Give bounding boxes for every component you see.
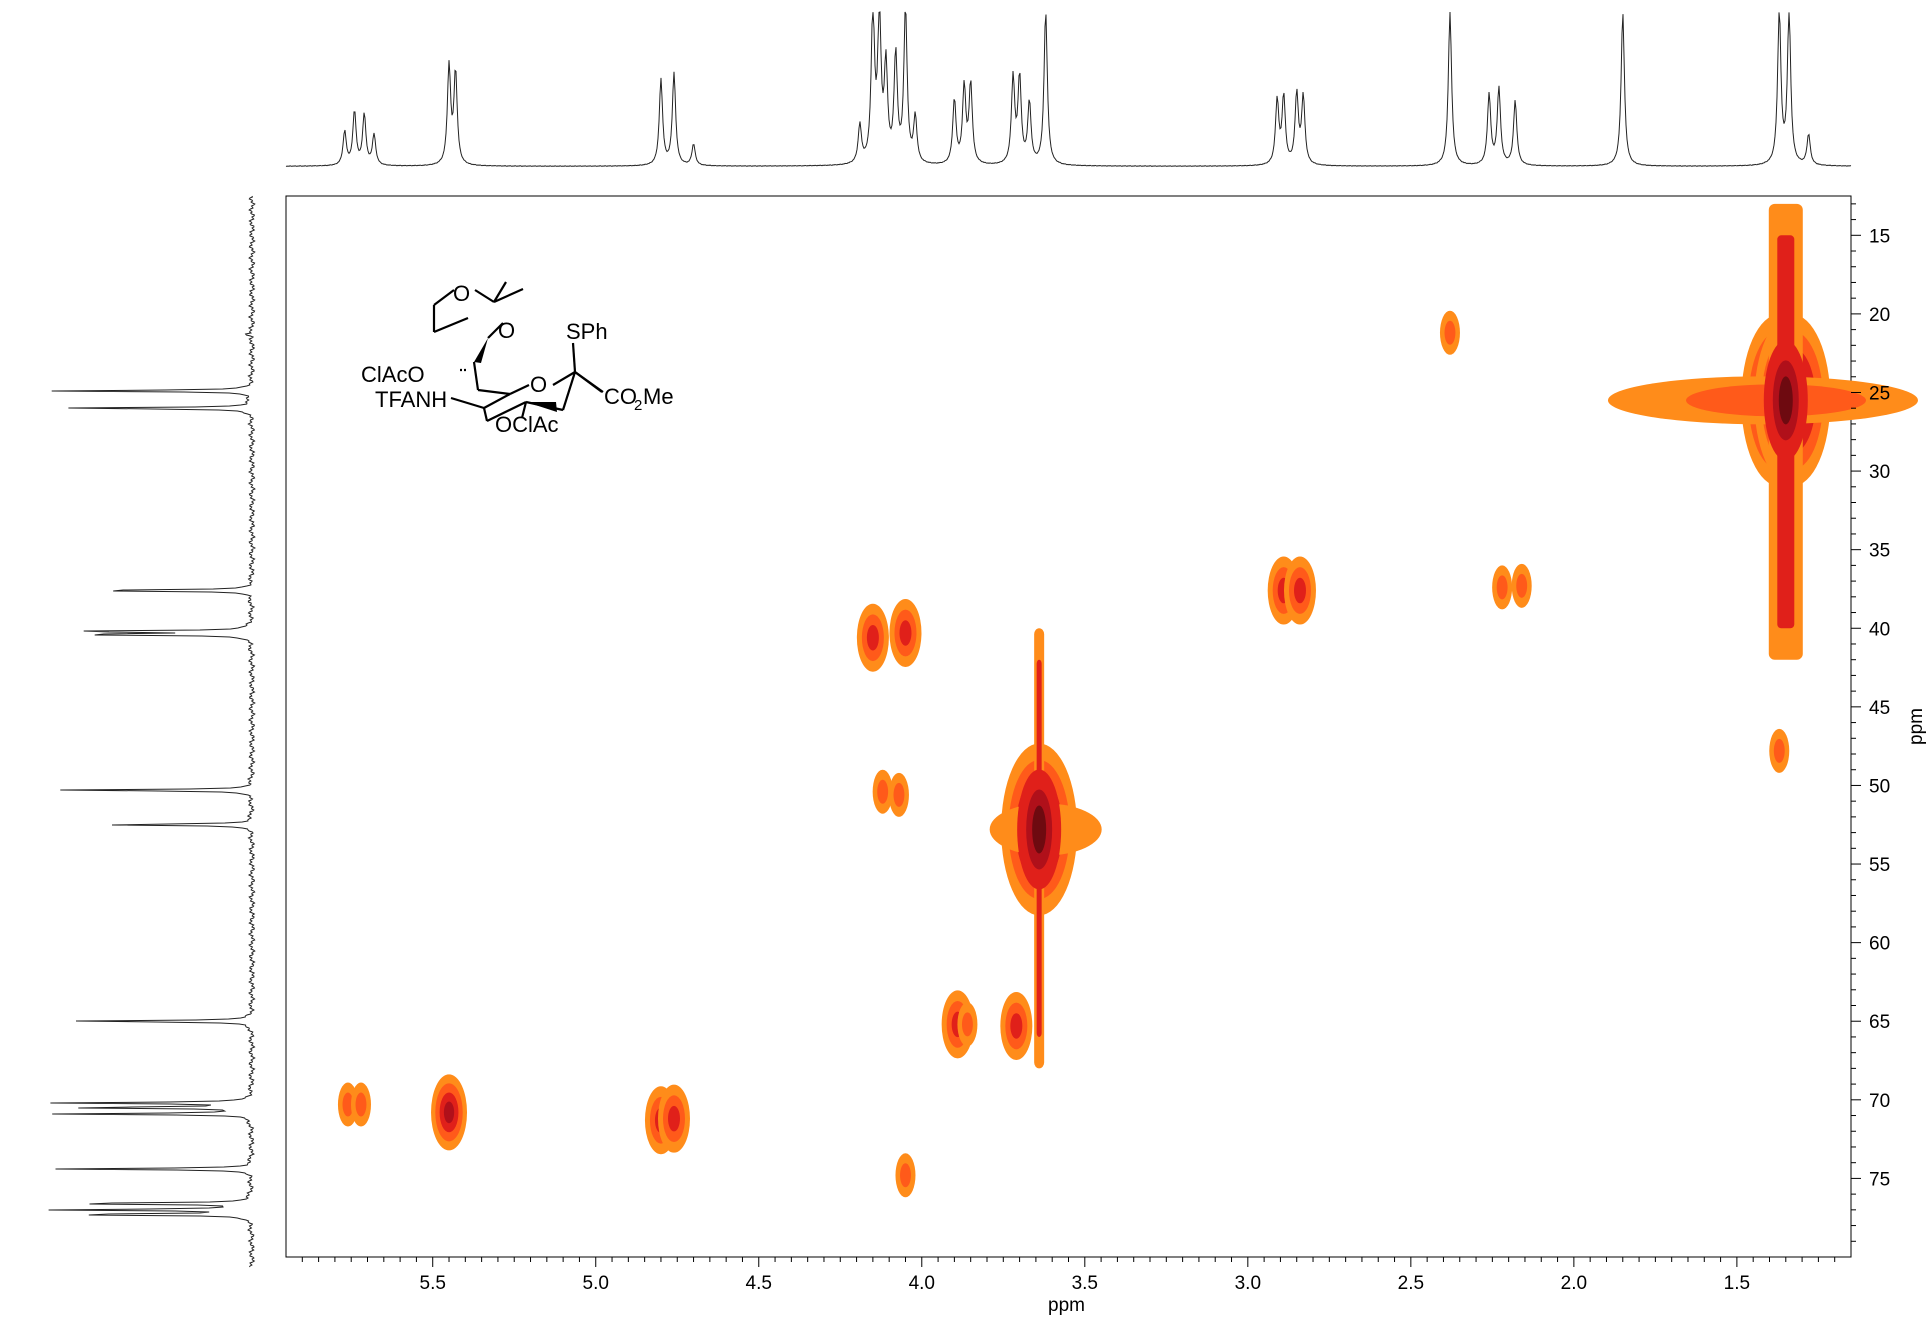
mol-label-oclac: OClAc xyxy=(495,412,559,437)
x-tick-label: 2.0 xyxy=(1561,1273,1587,1294)
y-tick-label: 30 xyxy=(1869,462,1890,483)
cross-peak xyxy=(1492,565,1513,610)
mol-label-o-ring: O xyxy=(530,372,547,397)
cross-peak xyxy=(1283,556,1316,625)
contour-level xyxy=(1773,738,1785,763)
x-tick-label: 3.5 xyxy=(1072,1273,1098,1294)
peak-core xyxy=(1032,805,1047,854)
y-tick-label: 70 xyxy=(1869,1091,1890,1112)
cross-peak xyxy=(895,1153,916,1198)
contour-level xyxy=(900,1163,911,1188)
y-tick-label: 25 xyxy=(1869,383,1890,404)
cross-peak xyxy=(350,1082,371,1127)
cross-peak xyxy=(1000,991,1033,1060)
x-tick-label: 4.5 xyxy=(746,1273,772,1294)
cross-peak xyxy=(431,1074,468,1151)
contour-level xyxy=(1293,577,1306,604)
peak-core xyxy=(1778,376,1793,425)
cross-peak xyxy=(1769,728,1790,773)
molecule-structure xyxy=(432,281,604,422)
cross-peak xyxy=(657,1084,690,1153)
contour-level xyxy=(667,1105,680,1132)
plot-border xyxy=(285,195,1852,1258)
contour-level xyxy=(893,782,905,807)
mol-label-co: CO xyxy=(604,384,637,409)
x-tick-label: 3.0 xyxy=(1235,1273,1261,1294)
cross-peaks xyxy=(337,203,1918,1198)
mol-label-tfanh: TFANH xyxy=(375,387,447,412)
cross-peak xyxy=(889,598,922,667)
contour-level xyxy=(899,620,912,646)
y-tick-label: 45 xyxy=(1869,698,1890,719)
mol-label-sph: SPh xyxy=(566,319,608,344)
contour-level xyxy=(443,1101,455,1124)
contour-level xyxy=(866,624,879,651)
cross-peak xyxy=(888,772,909,817)
cross-peak xyxy=(856,603,889,672)
x-tick-label: 2.5 xyxy=(1398,1273,1424,1294)
contour-level xyxy=(961,1012,973,1037)
mol-label-clac-o: ClAcO xyxy=(361,362,425,387)
axes: 5.5 5.0 4.5 4.0 3.5 3.0 2.5 2.0 1.5 ppm 15 20 25 30 35… xyxy=(301,203,1927,1316)
x-tick-label: 5.0 xyxy=(583,1273,609,1294)
y-tick-label: 55 xyxy=(1869,855,1890,876)
cross-peak xyxy=(872,769,893,814)
proton-projection xyxy=(285,11,1852,167)
carbon-trace xyxy=(48,195,256,1268)
proton-trace xyxy=(285,11,1852,167)
cross-peak xyxy=(957,1002,978,1047)
y-tick-label: 75 xyxy=(1869,1169,1890,1190)
mol-label-o-top: O xyxy=(453,281,470,306)
contour-level xyxy=(1516,573,1528,598)
cross-peak xyxy=(1439,310,1460,355)
contour-level xyxy=(1444,320,1456,345)
y-tick-label: 50 xyxy=(1869,776,1890,797)
contour-level xyxy=(877,779,889,804)
contour-level xyxy=(355,1092,367,1117)
y-axis-label: ppm xyxy=(1906,708,1927,745)
plot-frame xyxy=(285,195,1852,1258)
y-tick-label: 65 xyxy=(1869,1012,1890,1033)
cross-peak xyxy=(1511,563,1532,608)
molecule-labels: O O SPh ClAcO TFANH O CO 2 Me OClAc xyxy=(361,281,674,437)
y-tick-label: 15 xyxy=(1869,226,1890,247)
mol-label-co-sub: 2 xyxy=(634,397,642,414)
y-tick-label: 40 xyxy=(1869,619,1890,640)
contour-level xyxy=(1010,1013,1023,1039)
mol-label-me: Me xyxy=(643,384,674,409)
mol-label-o-right: O xyxy=(498,318,515,343)
y-tick-label: 35 xyxy=(1869,541,1890,562)
x-axis-label: ppm xyxy=(1048,1295,1085,1316)
x-tick-label: 5.5 xyxy=(420,1273,446,1294)
x-tick-label: 1.5 xyxy=(1724,1273,1750,1294)
contour-level xyxy=(342,1092,354,1117)
contour-level xyxy=(1496,575,1508,600)
carbon-projection xyxy=(48,195,256,1268)
x-tick-label: 4.0 xyxy=(909,1273,935,1294)
y-tick-label: 20 xyxy=(1869,305,1890,326)
y-tick-label: 60 xyxy=(1869,934,1890,955)
